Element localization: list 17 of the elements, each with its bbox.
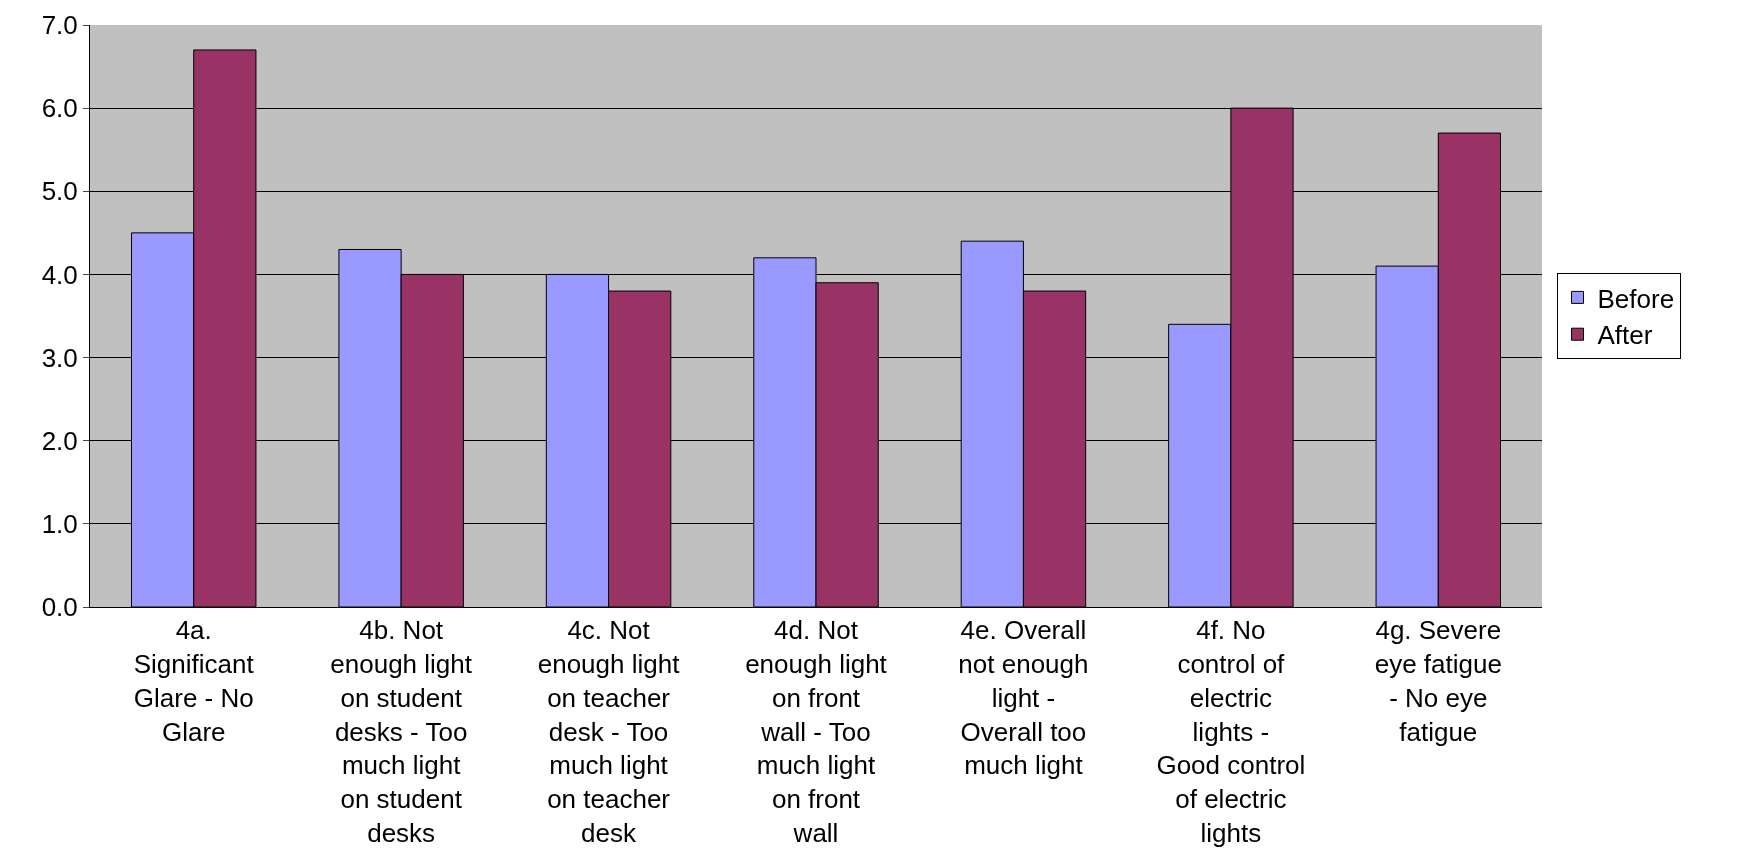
legend-label: After	[1597, 320, 1653, 351]
y-tick-label: 0.0	[41, 592, 78, 623]
x-tick-label: 4e. Overall not enough light - Overall too much light	[958, 615, 1089, 781]
y-tick-label: 2.0	[41, 425, 78, 456]
x-tick-label: 4b. Not enough light on student desks - Too much light on student desks	[330, 615, 473, 848]
x-tick-label: 4a. Significant Glare - No Glare	[133, 615, 255, 747]
y-tick-label: 1.0	[41, 508, 78, 539]
x-tick-label: 4f. No control of electric lights - Good control of electric lights	[1156, 615, 1306, 848]
y-tick-label: 3.0	[41, 342, 78, 373]
x-tick-label: 4c. Not enough light on teacher desk - Too much light on teacher desk	[537, 615, 681, 848]
y-tick-label: 5.0	[41, 176, 78, 207]
y-tick-label: 7.0	[41, 10, 78, 41]
legend-label: Before	[1597, 283, 1675, 314]
y-tick-label: 6.0	[41, 93, 78, 124]
y-tick-label: 4.0	[41, 259, 78, 290]
x-tick-label: 4d. Not enough light on front wall - Too much light on front wall	[745, 615, 888, 848]
x-tick-label: 4g. Severe eye fatigue - No eye fatigue	[1374, 615, 1502, 747]
